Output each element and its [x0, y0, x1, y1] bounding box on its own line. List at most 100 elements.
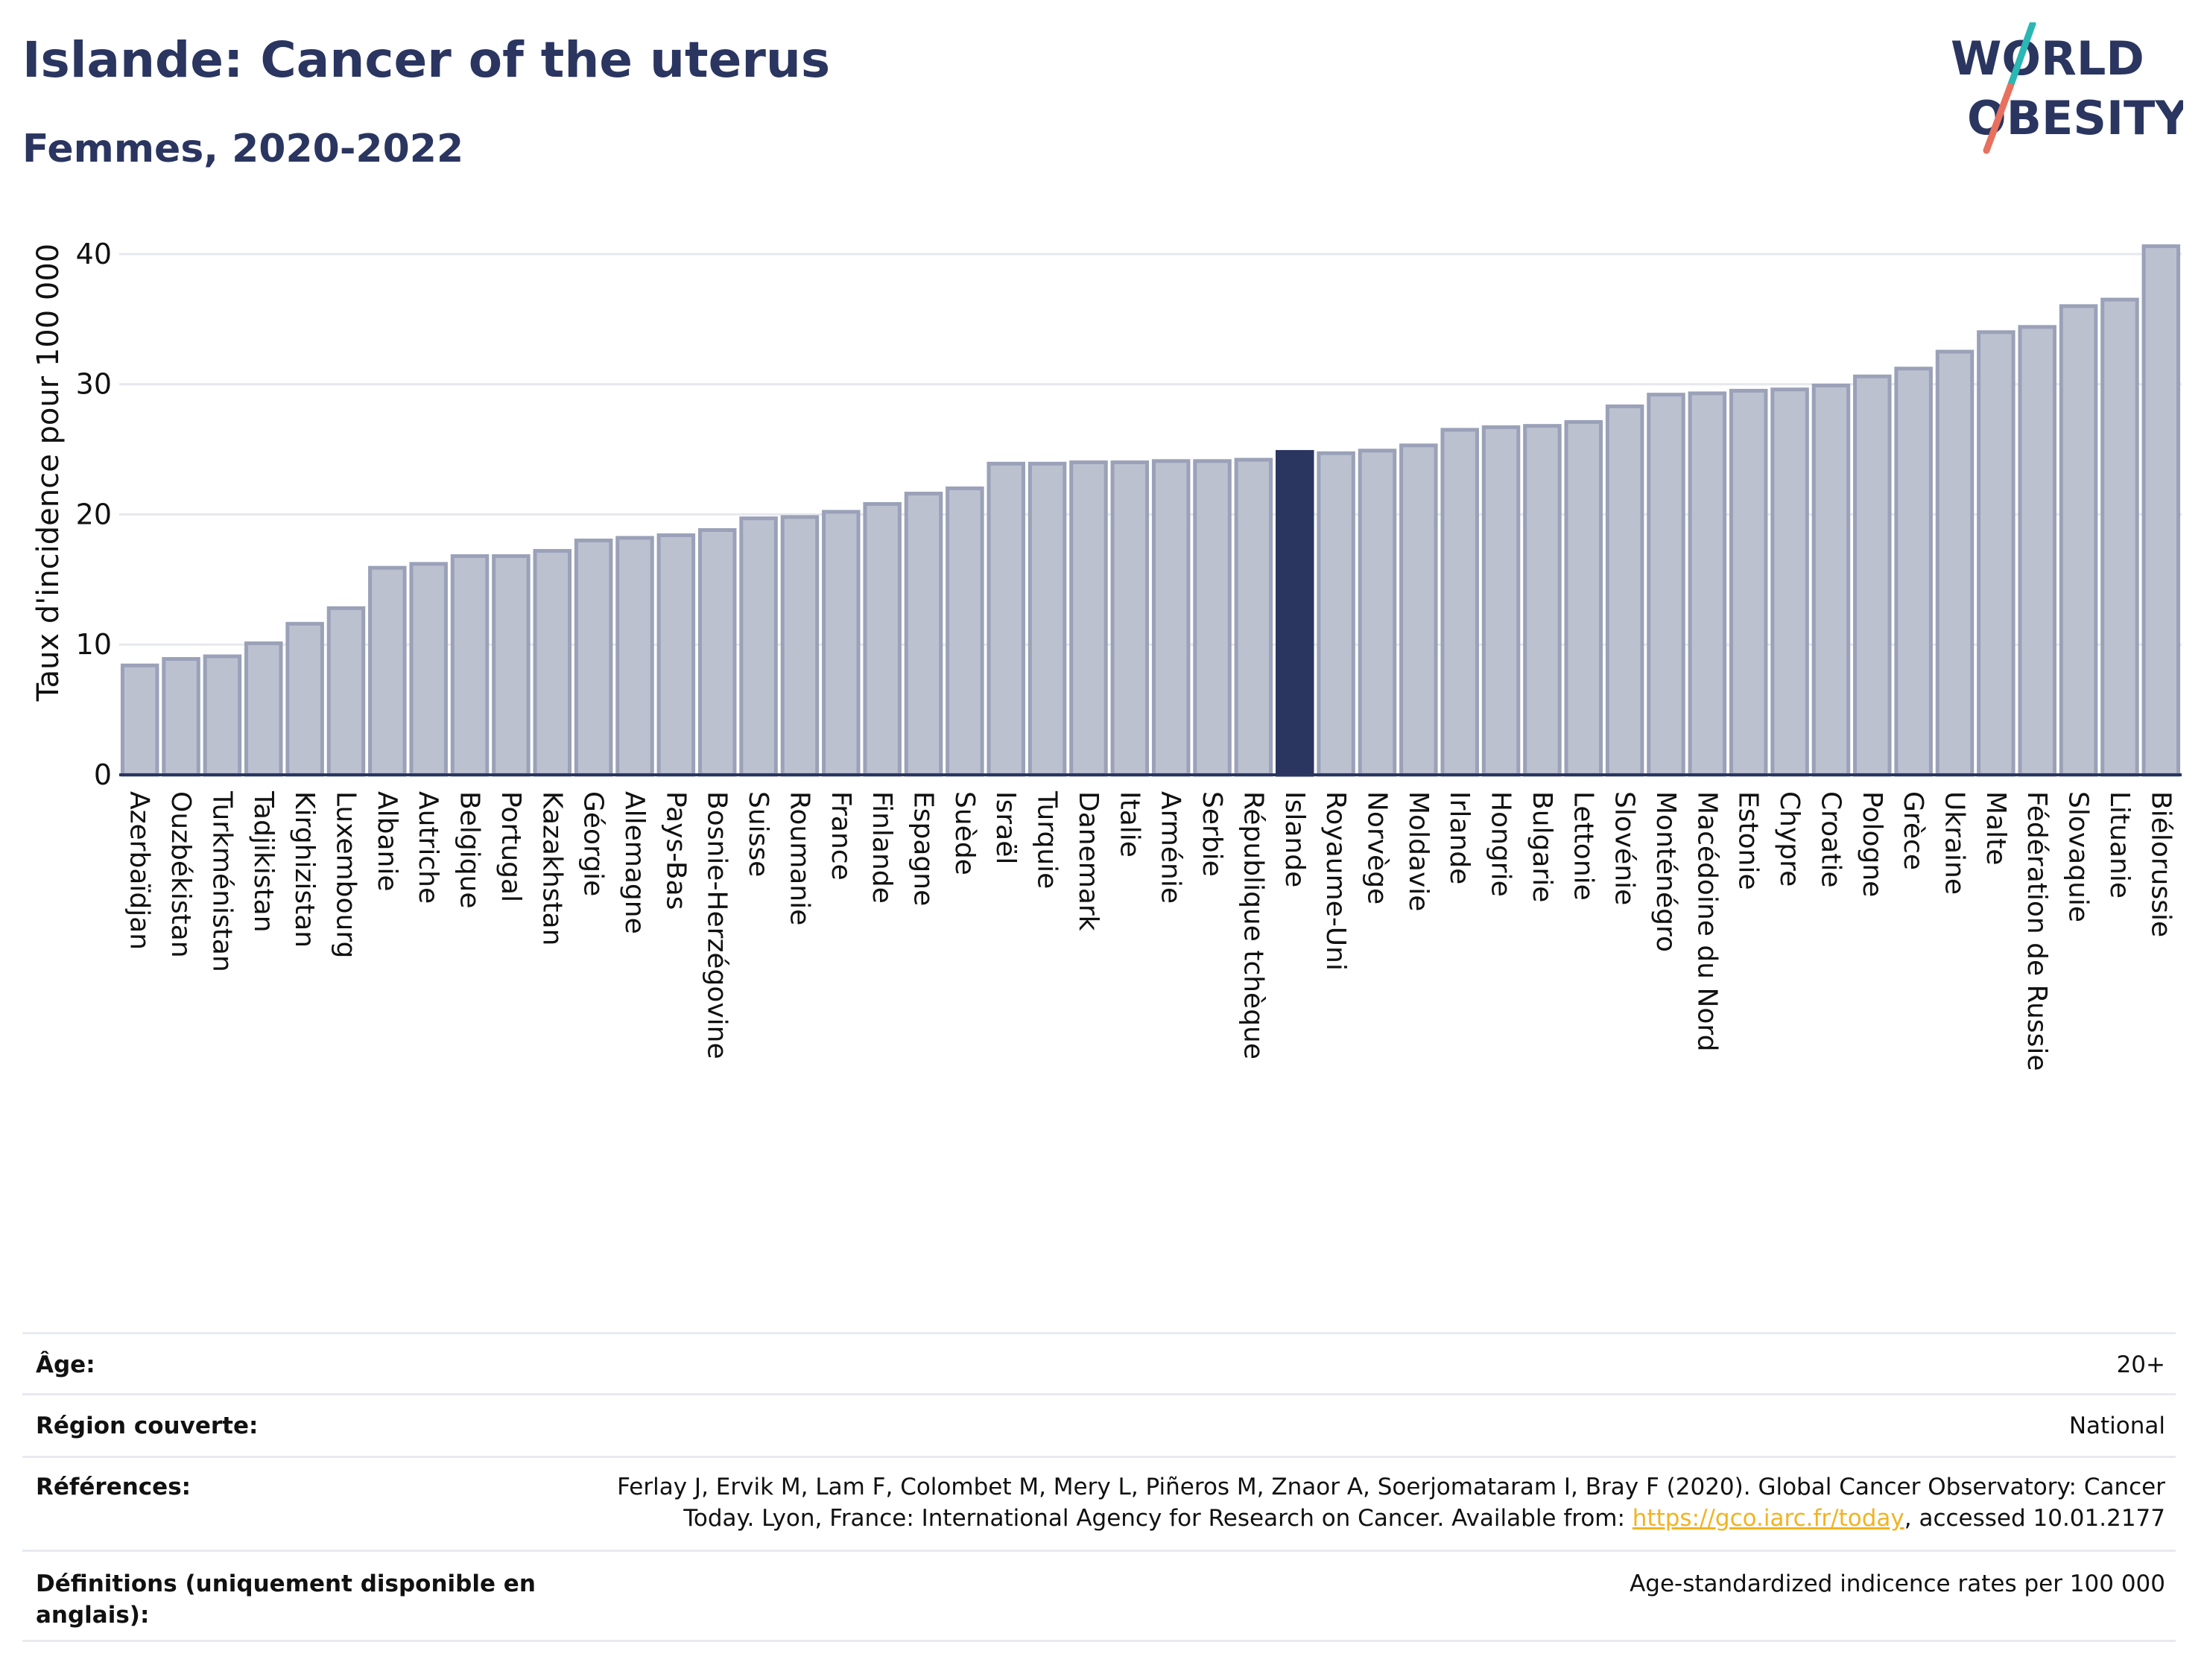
x-tick-label: Roumanie — [784, 791, 814, 925]
bar — [615, 536, 654, 777]
x-tick-label: Islande — [1279, 791, 1310, 887]
bar — [863, 501, 902, 777]
info-row-definitions: Définitions (uniquement disponible en an… — [22, 1550, 2176, 1642]
bar — [1027, 461, 1067, 777]
bar — [326, 606, 366, 777]
x-tick-label: Autriche — [413, 791, 443, 904]
bar — [1564, 419, 1603, 777]
y-tick-labels: 0 10 20 30 40 — [76, 238, 112, 791]
bar — [1894, 367, 1933, 777]
x-tick-label: Espagne — [908, 791, 939, 906]
bar — [1688, 391, 1727, 777]
x-tick-label: Finlande — [867, 791, 897, 904]
logo-slash-top — [2007, 22, 2036, 90]
x-tick-label: Ukraine — [1939, 791, 1970, 895]
logo-line1: WORLD — [1951, 31, 2144, 86]
bar — [656, 533, 696, 777]
x-tick-label: Royaume-Uni — [1320, 791, 1351, 971]
logo-slash-bottom — [1983, 83, 2014, 154]
bar — [739, 516, 778, 777]
bar — [2100, 297, 2139, 777]
x-tick-label: Malte — [1980, 791, 2011, 865]
bar — [1110, 460, 1150, 777]
x-tick-label: Serbie — [1197, 791, 1227, 877]
bar — [203, 654, 242, 777]
bar — [946, 486, 984, 777]
bar — [2141, 244, 2181, 777]
x-tick-label: Géorgie — [578, 791, 609, 896]
bar — [1935, 349, 1975, 777]
y-tick-label: 0 — [94, 758, 112, 791]
x-tick-labels: Azerbaïdjan Ouzbékistan Turkménistan Tadjik… — [124, 790, 2176, 1071]
bar — [574, 538, 613, 777]
bar — [1729, 388, 1768, 777]
bar — [1234, 457, 1273, 777]
bar — [1069, 460, 1108, 777]
x-tick-label: Italie — [1114, 791, 1144, 858]
chart-subtitle: Femmes, 2020-2022 — [22, 127, 464, 171]
x-tick-label: Norvège — [1361, 791, 1392, 904]
x-tick-label: Moldavie — [1403, 791, 1434, 911]
x-tick-label: Suède — [949, 791, 980, 875]
x-tick-label: Turquie — [1032, 790, 1063, 889]
x-tick-label: Chypre — [1774, 791, 1805, 887]
info-value: 20+ — [2116, 1351, 2165, 1378]
y-tick-label: 10 — [76, 628, 112, 661]
x-tick-label: Bosnie-Herzégovine — [702, 791, 732, 1059]
bar — [1399, 443, 1438, 777]
bar — [780, 515, 820, 777]
x-tick-label: Allemagne — [619, 791, 650, 934]
bar — [1811, 383, 1851, 777]
x-tick-label: Lituanie — [2104, 791, 2135, 898]
chart-title: Islande: Cancer of the uterus — [22, 31, 831, 89]
bar — [2059, 304, 2098, 777]
x-tick-label: Croatie — [1815, 791, 1846, 888]
bar — [1523, 424, 1562, 777]
y-tick-label: 20 — [76, 498, 112, 530]
x-tick-label: Hongrie — [1486, 791, 1516, 897]
reference-link[interactable]: https://gco.iarc.fr/today — [1632, 1505, 1904, 1532]
bar — [822, 510, 861, 777]
x-tick-label: Luxembourg — [330, 791, 361, 958]
info-row-age: Âge: 20+ — [22, 1332, 2176, 1393]
bar — [1770, 387, 1809, 777]
x-tick-label: Israël — [990, 791, 1021, 864]
bar — [1647, 393, 1685, 777]
x-tick-label: France — [826, 791, 856, 881]
bars — [120, 244, 2181, 777]
reference-accessed: , accessed 10.01.2177 — [1904, 1505, 2165, 1532]
bar — [1358, 448, 1397, 777]
bar — [244, 641, 283, 777]
x-tick-label: Slovaquie — [2063, 791, 2094, 922]
x-tick-label: Lettonie — [1568, 791, 1598, 901]
x-tick-label: Suisse — [743, 791, 773, 877]
bar — [1605, 404, 1644, 777]
x-tick-label: Kazakhstan — [536, 791, 567, 945]
bar — [1977, 330, 2015, 777]
info-label: Définitions (uniquement disponible en an… — [36, 1570, 536, 1629]
x-tick-label: Macédoine du Nord — [1691, 791, 1722, 1051]
info-label: Région couverte: — [36, 1413, 259, 1439]
x-tick-label: Estonie — [1733, 791, 1764, 890]
x-tick-label: Pologne — [1857, 791, 1887, 897]
x-tick-label: Belgique — [455, 791, 485, 909]
bar — [987, 461, 1025, 777]
bar — [409, 562, 448, 777]
bar-chart: 0 10 20 30 40 Azerbaïdjan Ouzbékistan Turkméni… — [31, 238, 2182, 1071]
x-tick-label: Danemark — [1073, 791, 1103, 931]
bar — [1481, 425, 1521, 777]
info-row-references: Références: Ferlay J, Ervik M, Lam F, Co… — [22, 1456, 2176, 1550]
x-tick-label: Slovénie — [1609, 791, 1640, 905]
x-tick-label: Albanie — [372, 791, 402, 892]
bar — [904, 492, 943, 777]
world-obesity-logo: WORLD OBESITY — [1951, 22, 2183, 154]
x-tick-label: Monténégro — [1650, 791, 1681, 952]
x-tick-label: Ouzbékistan — [165, 791, 196, 958]
bar — [1151, 459, 1191, 777]
info-value: National — [2068, 1413, 2165, 1439]
x-tick-label: Kirghizistan — [289, 791, 320, 948]
bar — [120, 663, 159, 777]
bar — [1193, 459, 1232, 777]
x-tick-label: Fédération de Russie — [2021, 791, 2052, 1071]
x-tick-label: Turkménistan — [206, 790, 237, 972]
